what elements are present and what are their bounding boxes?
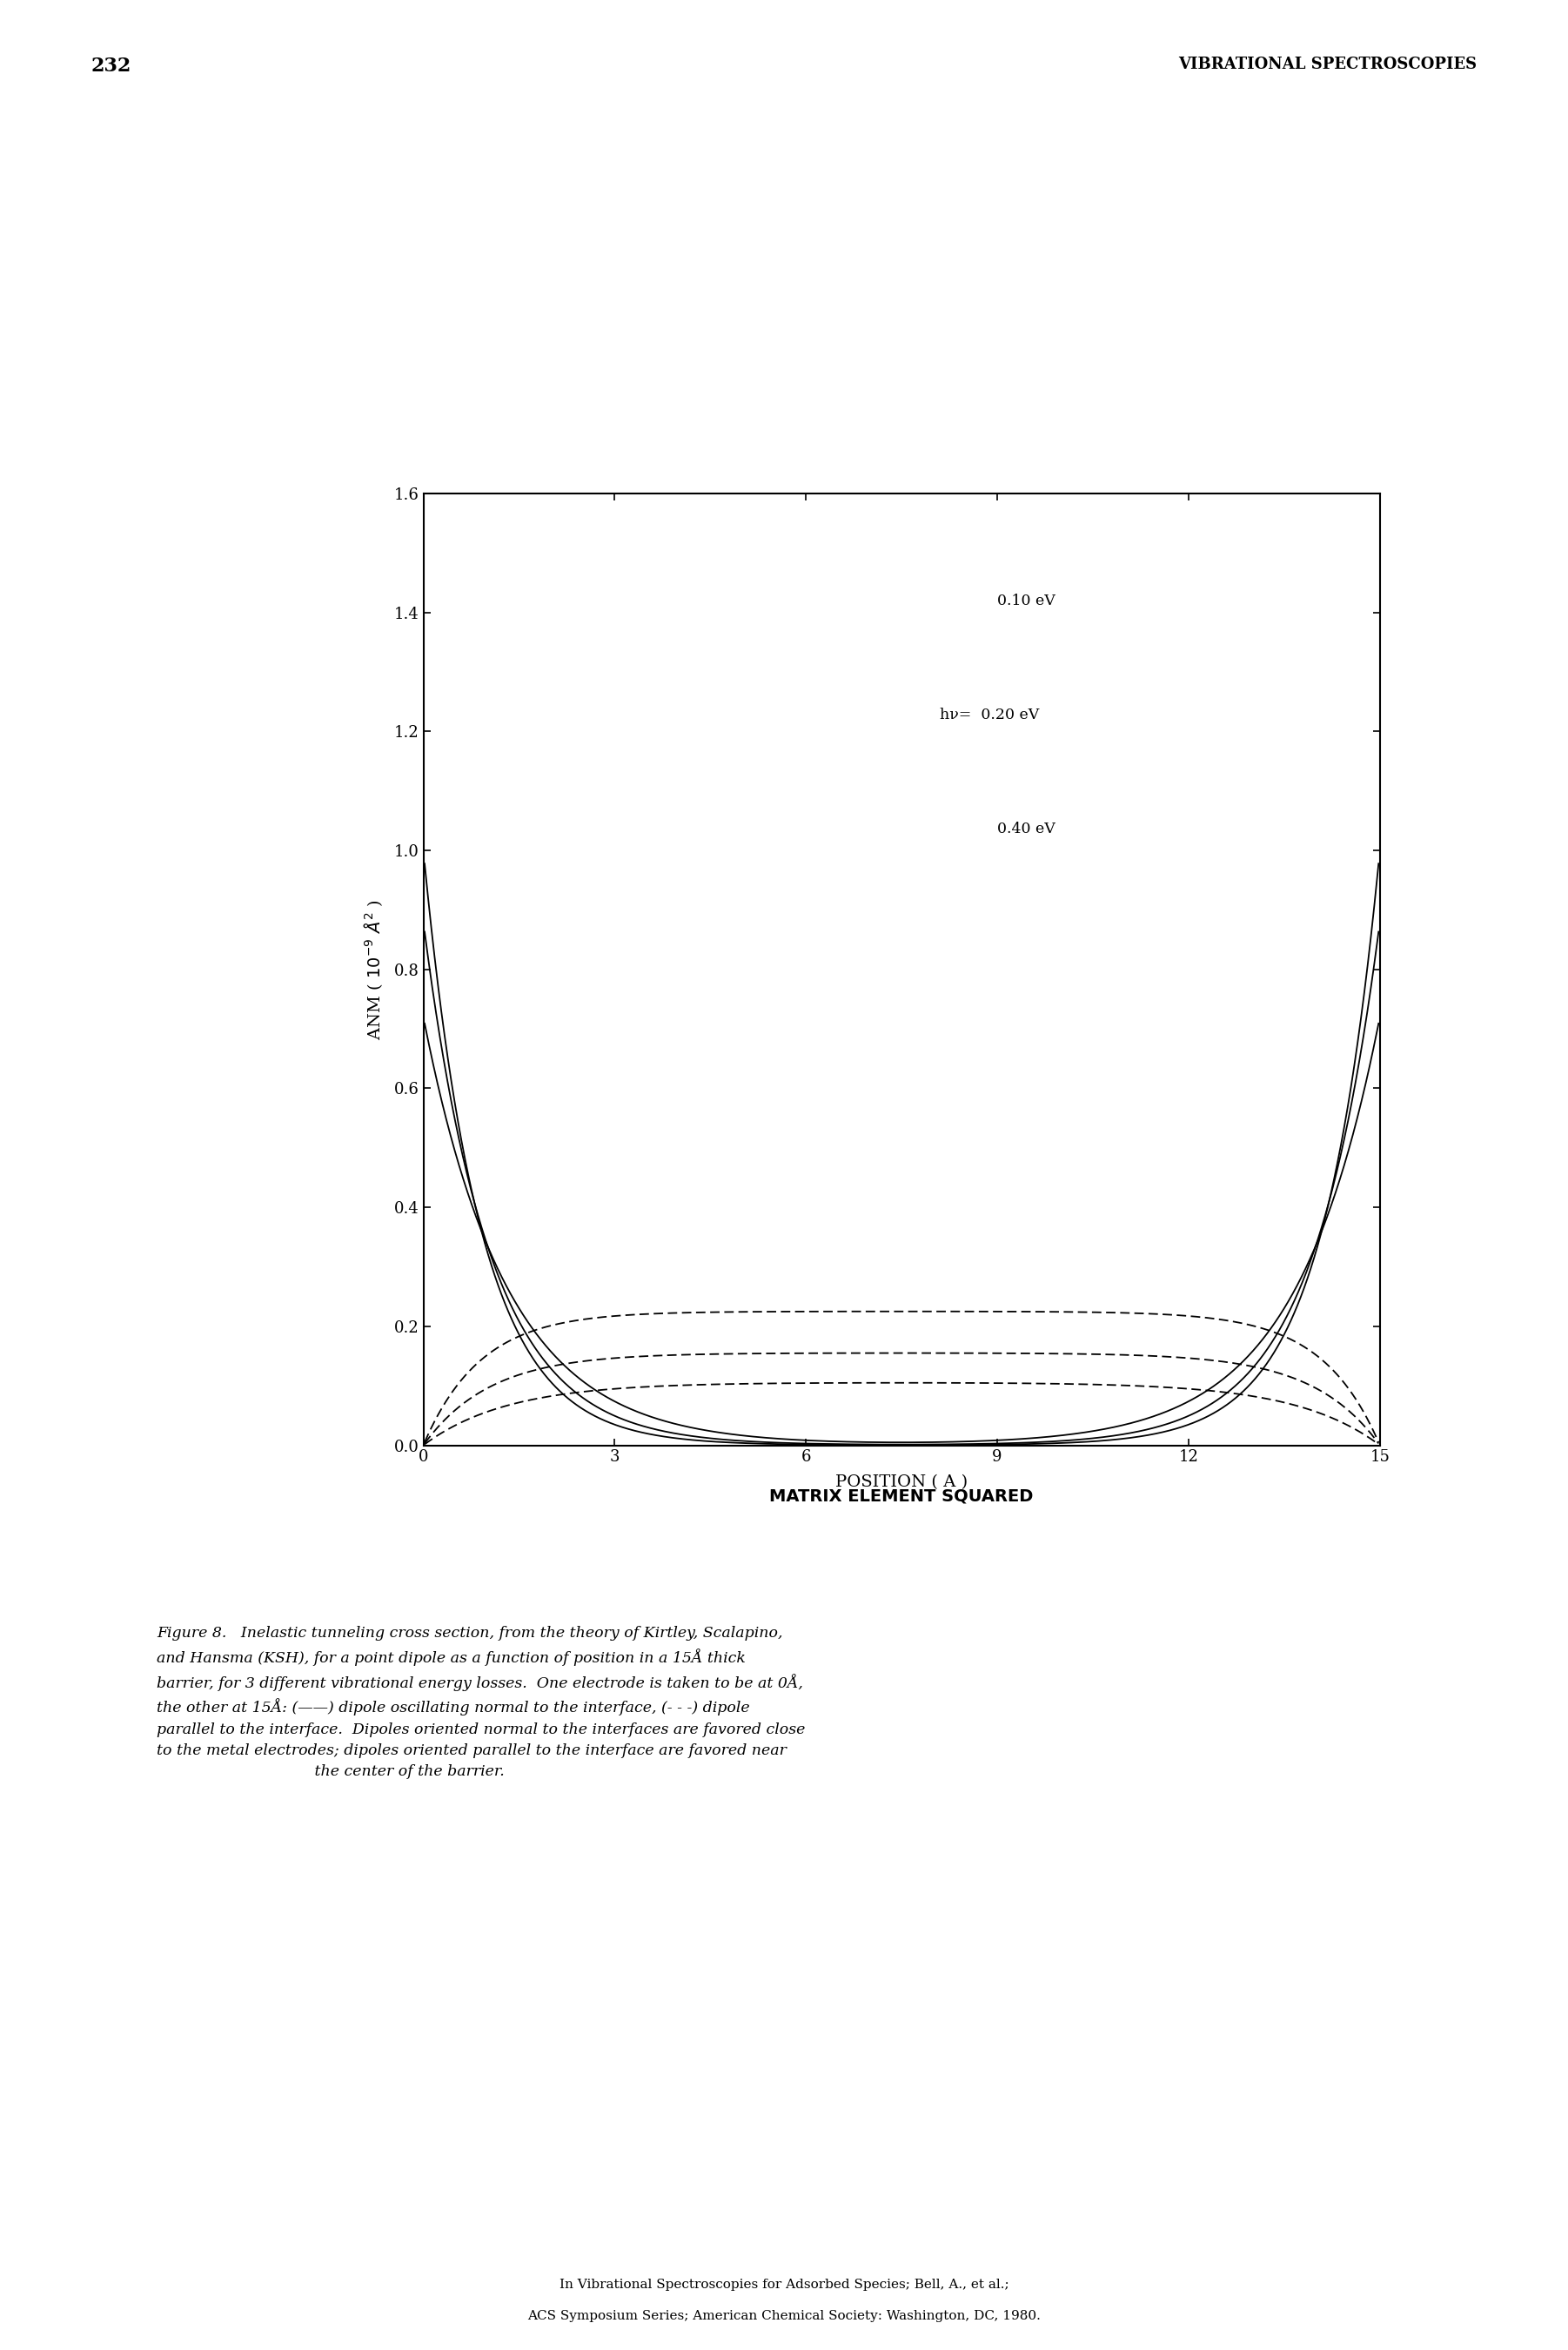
- Text: 0.40 eV: 0.40 eV: [997, 822, 1055, 837]
- Text: Figure 8.   Inelastic tunneling cross section, from the theory of Kirtley, Scala: Figure 8. Inelastic tunneling cross sect…: [157, 1626, 806, 1779]
- Text: ACS Symposium Series; American Chemical Society: Washington, DC, 1980.: ACS Symposium Series; American Chemical …: [527, 2310, 1041, 2322]
- Text: In Vibrational Spectroscopies for Adsorbed Species; Bell, A., et al.;: In Vibrational Spectroscopies for Adsorb…: [560, 2280, 1008, 2291]
- Text: hν=  0.20 eV: hν= 0.20 eV: [939, 707, 1040, 721]
- Text: MATRIX ELEMENT SQUARED: MATRIX ELEMENT SQUARED: [770, 1488, 1033, 1504]
- Text: 0.10 eV: 0.10 eV: [997, 595, 1055, 609]
- Text: VIBRATIONAL SPECTROSCOPIES: VIBRATIONAL SPECTROSCOPIES: [1179, 56, 1477, 73]
- Text: 232: 232: [91, 56, 132, 75]
- X-axis label: POSITION ( A ): POSITION ( A ): [836, 1476, 967, 1490]
- Y-axis label: ANM ( $10^{-9}$ $\AA^2$ ): ANM ( $10^{-9}$ $\AA^2$ ): [362, 900, 384, 1039]
